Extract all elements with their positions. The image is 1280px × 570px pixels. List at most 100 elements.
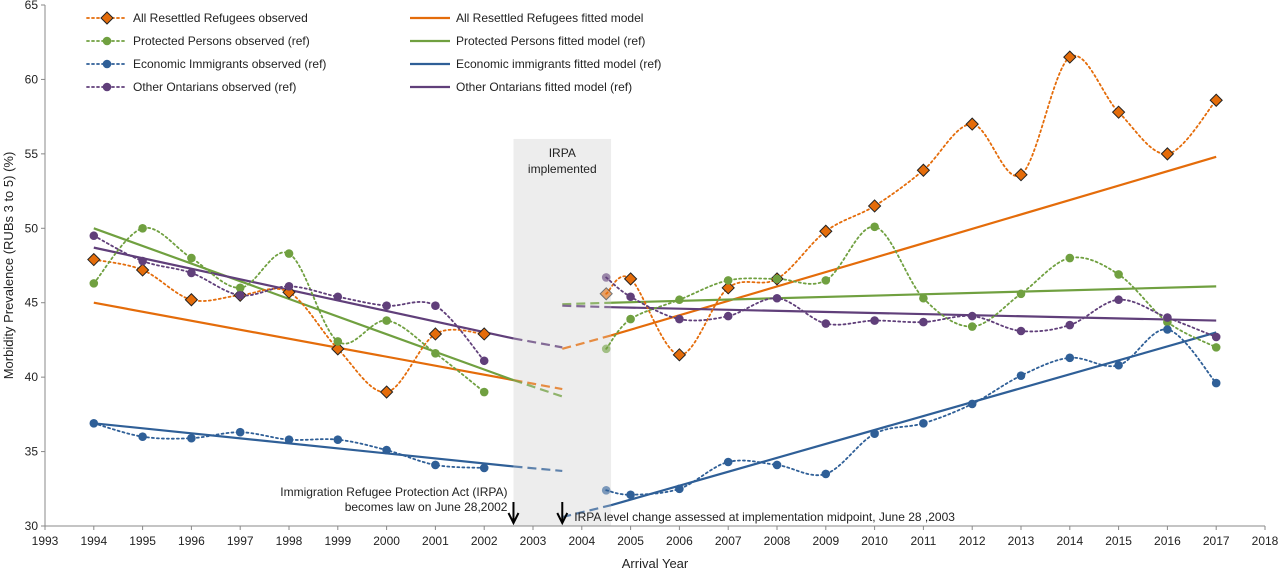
x-tick-label: 1993 bbox=[32, 534, 59, 548]
x-tick-label: 2005 bbox=[617, 534, 644, 548]
economic-immigrants-observed-ref-pre-curve bbox=[92, 422, 486, 469]
annotation-text: Immigration Refugee Protection Act (IRPA… bbox=[280, 485, 507, 499]
x-tick-label: 1994 bbox=[80, 534, 107, 548]
all-resettled-refugees-fitted-model-post-line bbox=[610, 155, 1217, 337]
x-tick-label: 2012 bbox=[959, 534, 986, 548]
legend-label-all-resettled-refugees-observed: All Resettled Refugees observed bbox=[133, 11, 308, 25]
x-tick-label: 2006 bbox=[666, 534, 693, 548]
shaded-region-label: IRPA bbox=[549, 146, 576, 160]
economic-immigrants-fitted-model-ref-pre-line bbox=[93, 422, 514, 468]
all-resettled-refugees-observed-post-curve bbox=[605, 54, 1218, 356]
economic-immigrants-observed-ref-point bbox=[284, 435, 294, 444]
x-tick-label: 2000 bbox=[373, 534, 400, 548]
protected-persons-observed-ref-point bbox=[1114, 270, 1123, 279]
economic-immigrants-observed-ref-point bbox=[89, 418, 99, 428]
other-ontarians-observed-ref-point bbox=[138, 256, 147, 266]
y-tick-label: 50 bbox=[25, 221, 39, 235]
legend-label-all-resettled-refugees-fitted-model: All Resettled Refugees fitted model bbox=[456, 11, 643, 25]
protected-persons-observed-ref-point bbox=[431, 349, 440, 358]
protected-persons-observed-ref-point bbox=[138, 223, 147, 233]
all-resettled-refugees-observed-point bbox=[379, 385, 394, 399]
protected-persons-observed-ref-point bbox=[235, 283, 245, 293]
all-resettled-refugees-observed-point bbox=[184, 293, 199, 307]
economic-immigrants-observed-ref-point bbox=[431, 460, 440, 470]
y-tick-label: 65 bbox=[25, 0, 39, 12]
other-ontarians-observed-ref-point bbox=[1016, 326, 1026, 336]
x-tick-label: 1997 bbox=[227, 534, 254, 548]
other-ontarians-observed-ref-point bbox=[626, 292, 635, 302]
other-ontarians-fitted-model-ref-pre-extension bbox=[513, 337, 563, 349]
protected-persons-observed-ref-point bbox=[967, 322, 977, 331]
all-resettled-refugees-observed-point bbox=[1209, 93, 1223, 107]
all-resettled-refugees-observed-point bbox=[916, 163, 931, 177]
economic-immigrants-observed-ref-point bbox=[626, 490, 635, 500]
annotation-text: becomes law on June 28,2002 bbox=[345, 500, 508, 514]
other-ontarians-observed-ref-point bbox=[1211, 332, 1221, 342]
all-resettled-refugees-observed-point bbox=[135, 263, 150, 277]
y-tick-label: 35 bbox=[25, 445, 39, 459]
all-resettled-refugees-observed-point bbox=[867, 199, 882, 213]
x-tick-label: 2008 bbox=[764, 534, 791, 548]
legend-marker-protected-persons-observed-ref bbox=[102, 36, 112, 46]
all-resettled-refugees-observed-point bbox=[672, 348, 687, 362]
legend-label-economic-immigrants-observed-ref: Economic Immigrants observed (ref) bbox=[133, 57, 326, 71]
other-ontarians-observed-ref-point bbox=[967, 311, 977, 321]
x-tick-label: 1999 bbox=[324, 534, 351, 548]
economic-immigrants-observed-ref-point bbox=[1016, 371, 1026, 380]
protected-persons-observed-ref-point bbox=[626, 314, 635, 324]
protected-persons-observed-ref-point bbox=[821, 276, 831, 285]
x-tick-label: 2003 bbox=[520, 534, 547, 548]
other-ontarians-observed-ref-point bbox=[821, 319, 831, 328]
other-ontarians-observed-ref-point bbox=[382, 301, 391, 310]
legend: All Resettled Refugees observed All Reset… bbox=[86, 11, 661, 94]
y-tick-label: 30 bbox=[25, 519, 39, 533]
x-tick-label: 1995 bbox=[129, 534, 156, 548]
all-resettled-refugees-observed-point bbox=[87, 252, 101, 267]
y-tick-label: 40 bbox=[25, 370, 39, 384]
annotation-arrow-head bbox=[507, 512, 520, 526]
x-tick-label: 2001 bbox=[422, 534, 449, 548]
legend-label-other-ontarians-fitted-model-ref: Other Ontarians fitted model (ref) bbox=[456, 80, 632, 94]
other-ontarians-observed-ref-point bbox=[431, 301, 440, 310]
protected-persons-observed-ref-point bbox=[919, 293, 928, 303]
protected-persons-observed-ref-point bbox=[1065, 253, 1075, 263]
economic-immigrants-observed-ref-point bbox=[235, 427, 245, 437]
x-tick-label: 2015 bbox=[1105, 534, 1132, 548]
other-ontarians-observed-ref-point bbox=[772, 293, 782, 303]
all-resettled-refugees-observed-point bbox=[1014, 167, 1028, 182]
protected-persons-fitted-model-ref-post-line bbox=[611, 285, 1217, 304]
other-ontarians-observed-ref-point bbox=[1163, 313, 1172, 322]
protected-persons-observed-ref-point bbox=[772, 274, 782, 284]
economic-immigrants-observed-ref-point bbox=[967, 399, 977, 409]
other-ontarians-fitted-model-ref-pre-line bbox=[93, 246, 514, 340]
other-ontarians-observed-ref-point bbox=[479, 356, 489, 366]
x-tick-label: 2002 bbox=[471, 534, 498, 548]
x-axis-title: Arrival Year bbox=[622, 556, 689, 570]
other-ontarians-observed-ref-point bbox=[89, 231, 99, 241]
other-ontarians-observed-ref-point bbox=[284, 282, 294, 291]
protected-persons-observed-ref-point bbox=[187, 253, 196, 263]
economic-immigrants-observed-ref-point bbox=[772, 460, 782, 470]
economic-immigrants-fitted-model-ref-post-line bbox=[610, 331, 1217, 507]
all-resettled-refugees-observed-point bbox=[599, 287, 613, 301]
economic-immigrants-observed-ref-point bbox=[723, 457, 733, 467]
x-tick-label: 2009 bbox=[812, 534, 839, 548]
protected-persons-observed-ref-point bbox=[284, 249, 294, 258]
legend-label-protected-persons-observed-ref: Protected Persons observed (ref) bbox=[133, 34, 310, 48]
x-tick-label: 1996 bbox=[178, 534, 205, 548]
economic-immigrants-observed-ref-point bbox=[675, 484, 684, 494]
fitted-lines bbox=[93, 155, 1217, 519]
economic-immigrants-observed-ref-point bbox=[1114, 360, 1123, 370]
shaded-region-label: implemented bbox=[528, 162, 597, 176]
protected-persons-observed-ref-point bbox=[675, 295, 684, 305]
x-tick-label: 2014 bbox=[1056, 534, 1083, 548]
x-tick-label: 2011 bbox=[910, 534, 936, 548]
economic-immigrants-observed-ref-point bbox=[821, 469, 831, 479]
x-tick-label: 2018 bbox=[1252, 534, 1279, 548]
y-tick-label: 60 bbox=[25, 72, 39, 86]
protected-persons-observed-ref-point bbox=[1016, 289, 1026, 299]
economic-immigrants-observed-ref-point bbox=[1065, 353, 1075, 363]
all-resettled-refugees-observed-point bbox=[477, 327, 491, 341]
